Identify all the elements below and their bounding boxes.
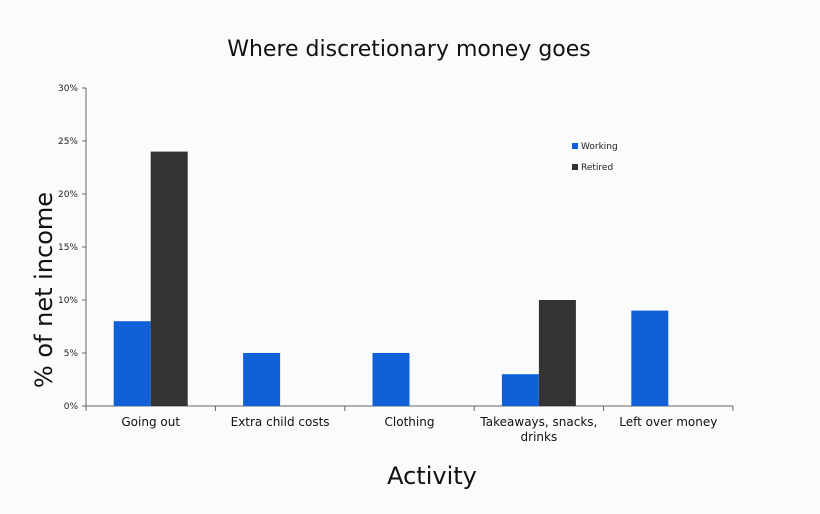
x-axis-title: Activity — [387, 462, 477, 490]
bar-working — [243, 353, 281, 406]
y-tick-label: 10% — [58, 296, 78, 306]
bar-working — [113, 321, 151, 406]
y-tick-label: 5% — [64, 349, 79, 359]
chart-title: Where discretionary money goes — [227, 37, 591, 62]
x-category-label: Clothing — [385, 415, 435, 429]
bar-retired — [538, 300, 576, 406]
y-tick-label: 0% — [64, 402, 79, 412]
legend-swatch-working — [572, 143, 578, 149]
y-axis-title: % of net income — [30, 192, 58, 388]
x-category-label: Going out — [121, 415, 180, 429]
x-category-label: Takeaways, snacks, drinks — [479, 415, 597, 444]
x-category-label: Left over money — [619, 415, 717, 429]
bar-working — [501, 374, 539, 406]
bar-retired — [150, 151, 188, 406]
x-category-label: Extra child costs — [231, 415, 330, 429]
y-tick-label: 30% — [58, 84, 78, 94]
y-tick-label: 25% — [58, 137, 78, 147]
plot-area: 0% 5% 10% 15% 20% 25% 30% Going out Extra child … — [58, 84, 734, 444]
y-tick-label: 20% — [58, 190, 78, 200]
legend-label-retired: Retired — [581, 163, 613, 173]
bar-working — [372, 353, 410, 406]
bar-working — [631, 310, 669, 406]
legend-swatch-retired — [572, 164, 578, 170]
y-tick-label: 15% — [58, 243, 78, 253]
legend-label-working: Working — [581, 142, 618, 152]
